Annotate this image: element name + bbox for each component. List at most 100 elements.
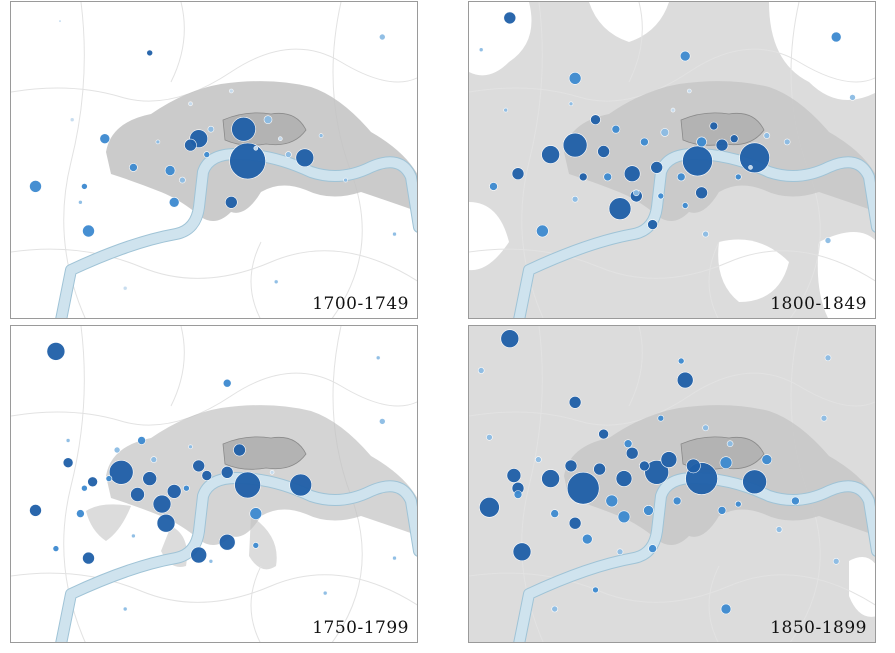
data-point <box>541 145 560 164</box>
data-point <box>322 590 328 596</box>
data-point <box>273 279 279 285</box>
open-land-area <box>589 2 669 42</box>
data-point <box>535 456 542 463</box>
data-point <box>550 509 559 518</box>
data-point <box>597 145 610 158</box>
data-point <box>729 134 739 143</box>
data-point <box>616 548 624 556</box>
data-point <box>726 440 734 447</box>
data-point <box>660 451 678 468</box>
data-point <box>87 476 98 488</box>
data-point <box>252 542 260 549</box>
data-point <box>253 146 259 151</box>
data-point <box>29 180 42 193</box>
data-point <box>486 434 493 441</box>
data-point <box>513 490 523 499</box>
parish-boundary <box>11 248 417 282</box>
open-land-area <box>849 557 875 617</box>
data-point <box>477 367 485 374</box>
data-point <box>615 470 633 487</box>
data-point <box>709 121 719 131</box>
data-point <box>696 136 707 148</box>
data-point <box>657 192 665 200</box>
data-point <box>783 138 791 146</box>
parish-boundary <box>469 48 875 102</box>
data-point <box>679 50 691 62</box>
data-point <box>551 605 558 613</box>
data-point <box>623 439 633 448</box>
data-point <box>506 468 522 483</box>
data-point <box>166 484 182 499</box>
parish-boundary <box>708 241 720 318</box>
data-point <box>375 355 381 361</box>
parish-boundary <box>11 572 417 606</box>
data-point <box>208 559 214 564</box>
data-point <box>571 195 579 203</box>
data-point <box>231 116 256 142</box>
data-point <box>108 460 134 485</box>
data-point <box>695 186 708 200</box>
data-point <box>52 545 60 552</box>
data-point <box>647 219 658 230</box>
data-point <box>263 115 273 124</box>
data-point <box>739 142 770 174</box>
data-point <box>511 167 525 180</box>
data-point <box>164 165 176 176</box>
map-1700-1749 <box>11 2 417 318</box>
data-point <box>479 497 500 518</box>
data-point <box>648 544 657 553</box>
parish-boundary <box>250 565 262 642</box>
parish-boundary <box>469 248 875 282</box>
data-point <box>65 438 71 443</box>
open-land-area <box>718 239 789 302</box>
data-point <box>717 506 727 515</box>
data-point <box>392 231 397 237</box>
parish-boundary <box>469 572 875 606</box>
parish-boundary <box>11 48 417 102</box>
data-point <box>500 329 520 348</box>
urban-area <box>86 504 131 541</box>
data-point <box>179 176 186 184</box>
data-point <box>277 136 283 141</box>
data-point <box>269 470 275 475</box>
data-point <box>677 357 685 365</box>
data-point <box>682 145 713 177</box>
data-point <box>562 132 588 158</box>
data-point <box>568 516 582 530</box>
data-point <box>29 504 42 517</box>
data-point <box>122 606 128 612</box>
data-point <box>503 107 509 113</box>
period-label: 1800-1849 <box>770 294 867 314</box>
data-point <box>623 165 641 182</box>
city-of-london <box>222 436 307 470</box>
data-point <box>150 456 158 463</box>
data-point <box>343 177 348 183</box>
data-point <box>146 49 153 57</box>
data-point <box>229 88 234 94</box>
data-point <box>229 142 266 180</box>
data-point <box>715 138 729 152</box>
data-point <box>113 446 121 454</box>
data-point <box>605 494 619 508</box>
period-label: 1750-1799 <box>312 618 409 638</box>
data-point <box>378 33 386 41</box>
data-point <box>295 148 315 168</box>
data-point <box>378 418 386 425</box>
data-point <box>681 202 689 209</box>
open-land-area <box>469 2 532 76</box>
data-point <box>832 558 840 565</box>
data-point <box>660 128 670 137</box>
data-point <box>650 161 663 174</box>
data-point <box>625 446 639 460</box>
data-point <box>105 475 113 482</box>
data-point <box>791 496 800 506</box>
data-point <box>568 72 582 85</box>
data-point <box>603 172 612 182</box>
data-point <box>233 443 246 457</box>
data-point <box>568 101 574 107</box>
parish-boundary <box>628 326 643 407</box>
data-point <box>541 469 560 488</box>
river-thames <box>56 473 417 642</box>
data-point <box>849 94 856 101</box>
data-point <box>207 125 215 133</box>
